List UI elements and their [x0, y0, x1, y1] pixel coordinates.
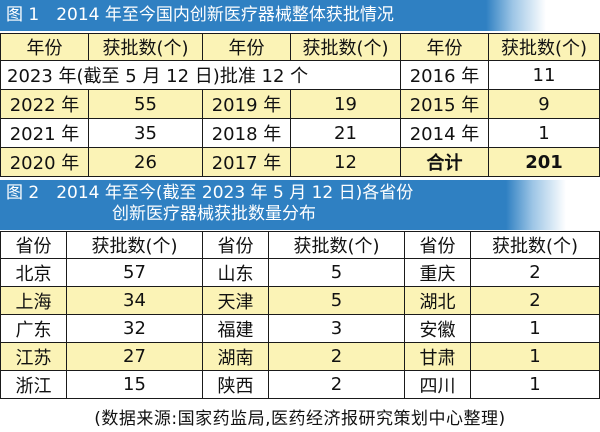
figure1-title-banner: 图 1 2014 年至今国内创新医疗器械整体获批情况: [0, 0, 546, 31]
header-count: 获批数(个): [66, 231, 203, 259]
count-cell: 19: [290, 89, 401, 119]
year-cell: 2014 年: [400, 118, 489, 148]
table-row: 2023 年(截至 5 月 12 日)批准 12 个 2016 年 11: [0, 60, 600, 90]
count-cell: 55: [88, 89, 203, 119]
count-cell: 27: [66, 342, 203, 371]
header-year: 年份: [0, 33, 89, 61]
count-cell: 11: [488, 60, 600, 90]
province-cell: 湖北: [404, 286, 471, 315]
figure2-title-banner: 图 2 2014 年至今(截至 2023 年 5 月 12 日)各省份 创新医疗…: [0, 180, 566, 230]
count-cell: 26: [88, 147, 203, 177]
header-count: 获批数(个): [268, 231, 405, 259]
table-row: 2020 年 26 2017 年 12 合计 201: [0, 147, 600, 177]
table-row: 2021 年 35 2018 年 21 2014 年 1: [0, 118, 600, 148]
year-cell: 2020 年: [0, 147, 89, 177]
count-cell: 3: [268, 314, 405, 343]
note-2023: 2023 年(截至 5 月 12 日)批准 12 个: [0, 60, 401, 90]
count-cell: 2: [470, 286, 600, 315]
year-cell: 2015 年: [400, 89, 489, 119]
count-cell: 5: [268, 286, 405, 315]
count-cell: 34: [66, 286, 203, 315]
count-cell: 1: [470, 314, 600, 343]
header-count: 获批数(个): [88, 33, 203, 61]
table-row: 江苏 27 湖南 2 甘肃 1: [0, 342, 600, 371]
province-cell: 重庆: [404, 258, 471, 287]
year-cell: 2019 年: [202, 89, 291, 119]
province-cell: 山东: [202, 258, 269, 287]
figure1-title: 图 1 2014 年至今国内创新医疗器械整体获批情况: [6, 5, 394, 25]
figure1-header-row: 年份 获批数(个) 年份 获批数(个) 年份 获批数(个): [0, 33, 600, 61]
province-cell: 甘肃: [404, 342, 471, 371]
table-row: 上海 34 天津 5 湖北 2: [0, 286, 600, 315]
count-cell: 32: [66, 314, 203, 343]
header-count: 获批数(个): [488, 33, 600, 61]
year-cell: 2022 年: [0, 89, 89, 119]
ribbon-edge: [506, 180, 566, 230]
province-cell: 安徽: [404, 314, 471, 343]
province-cell: 北京: [0, 258, 67, 287]
header-province: 省份: [0, 231, 67, 259]
header-year: 年份: [202, 33, 291, 61]
header-year: 年份: [400, 33, 489, 61]
count-cell: 2: [268, 342, 405, 371]
table-row: 2022 年 55 2019 年 19 2015 年 9: [0, 89, 600, 119]
province-cell: 上海: [0, 286, 67, 315]
province-cell: 四川: [404, 370, 471, 399]
header-count: 获批数(个): [290, 33, 401, 61]
figure2-title-line1: 图 2 2014 年至今(截至 2023 年 5 月 12 日)各省份: [6, 183, 414, 203]
figure2-header-row: 省份 获批数(个) 省份 获批数(个) 省份 获批数(个): [0, 231, 600, 259]
count-cell: 35: [88, 118, 203, 148]
province-cell: 天津: [202, 286, 269, 315]
province-cell: 湖南: [202, 342, 269, 371]
figure1-table: 年份 获批数(个) 年份 获批数(个) 年份 获批数(个) 2023 年(截至 …: [0, 33, 600, 177]
header-province: 省份: [202, 231, 269, 259]
count-cell: 15: [66, 370, 203, 399]
year-cell: 2017 年: [202, 147, 291, 177]
province-cell: 浙江: [0, 370, 67, 399]
table-row: 北京 57 山东 5 重庆 2: [0, 258, 600, 287]
count-cell: 21: [290, 118, 401, 148]
year-cell: 2018 年: [202, 118, 291, 148]
year-cell: 2021 年: [0, 118, 89, 148]
figure2-table: 省份 获批数(个) 省份 获批数(个) 省份 获批数(个) 北京 57 山东 5…: [0, 231, 600, 399]
header-count: 获批数(个): [470, 231, 600, 259]
total-label: 合计: [400, 147, 489, 177]
count-cell: 12: [290, 147, 401, 177]
province-cell: 福建: [202, 314, 269, 343]
count-cell: 1: [470, 370, 600, 399]
count-cell: 5: [268, 258, 405, 287]
count-cell: 9: [488, 89, 600, 119]
count-cell: 2: [470, 258, 600, 287]
count-cell: 2: [268, 370, 405, 399]
count-cell: 1: [488, 118, 600, 148]
ribbon-edge: [486, 0, 546, 31]
count-cell: 57: [66, 258, 203, 287]
header-province: 省份: [404, 231, 471, 259]
table-row: 浙江 15 陕西 2 四川 1: [0, 370, 600, 399]
table-row: 广东 32 福建 3 安徽 1: [0, 314, 600, 343]
count-cell: 1: [470, 342, 600, 371]
total-value: 201: [488, 147, 600, 177]
province-cell: 江苏: [0, 342, 67, 371]
data-source-note: (数据来源:国家药监局,医药经济报研究策划中心整理): [94, 409, 506, 429]
province-cell: 陕西: [202, 370, 269, 399]
province-cell: 广东: [0, 314, 67, 343]
year-cell: 2016 年: [400, 60, 489, 90]
figure2-title-line2: 创新医疗器械获批数量分布: [112, 204, 316, 225]
